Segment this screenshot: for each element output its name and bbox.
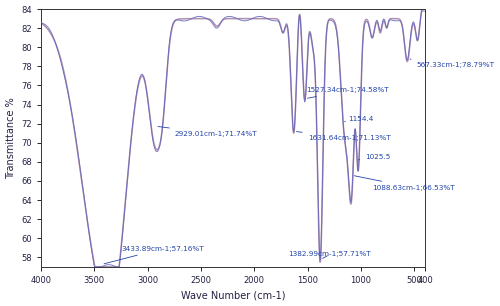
Text: 3433.89cm-1;57.16%T: 3433.89cm-1;57.16%T (104, 246, 204, 264)
Text: 1154.4: 1154.4 (344, 116, 374, 122)
Text: 567.33cm-1;78.79%T: 567.33cm-1;78.79%T (410, 59, 494, 68)
Text: 2929.01cm-1;71.74%T: 2929.01cm-1;71.74%T (158, 126, 257, 137)
Y-axis label: Transmittance %: Transmittance % (6, 97, 16, 179)
Text: 1631.64cm-1;71.13%T: 1631.64cm-1;71.13%T (296, 132, 390, 141)
Text: 1025.5: 1025.5 (358, 154, 390, 160)
Text: 1088.63cm-1;66.53%T: 1088.63cm-1;66.53%T (354, 176, 454, 191)
Text: 1527.34cm-1;74.58%T: 1527.34cm-1;74.58%T (306, 87, 389, 98)
X-axis label: Wave Number (cm-1): Wave Number (cm-1) (180, 290, 285, 300)
Text: 1382.99cm-1;57.71%T: 1382.99cm-1;57.71%T (288, 252, 371, 258)
